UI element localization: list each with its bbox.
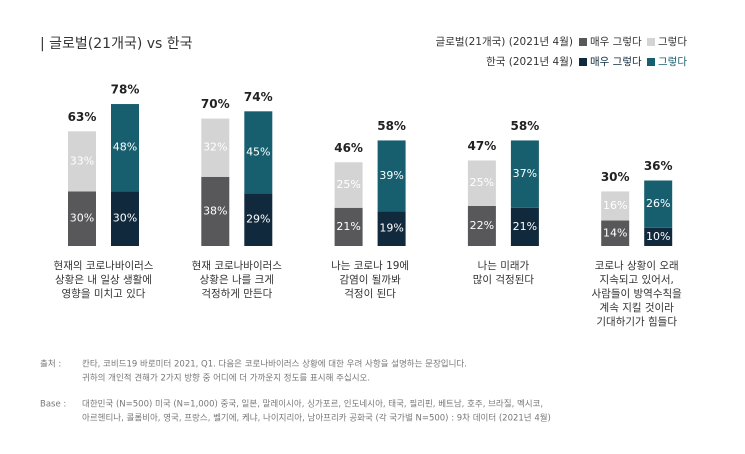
category-label: 많이 걱정된다 (473, 274, 535, 286)
category-label: 지속되고 있어서, (600, 274, 674, 286)
bar-segment (601, 191, 630, 221)
category-label: 코로나 상황이 오래 (595, 260, 679, 272)
category-label: 감염이 될까봐 (339, 274, 401, 286)
legend-swatch (579, 38, 587, 46)
total-label: 47% (468, 139, 497, 153)
category-label: 기대하기가 힘들다 (596, 315, 677, 328)
category-label: 걱정이 된다 (344, 288, 396, 300)
segment-label: 39% (379, 169, 403, 182)
segment-label: 33% (70, 154, 94, 167)
bar-segment (334, 162, 363, 208)
total-label: 30% (601, 170, 630, 184)
segment-label: 37% (513, 167, 537, 180)
total-label: 78% (111, 83, 140, 97)
bar-segment (201, 176, 230, 246)
segment-label: 21% (336, 220, 360, 233)
bar-segment (68, 131, 96, 192)
bar-segment (510, 140, 539, 208)
segment-label: 25% (470, 176, 494, 189)
bar-segment (377, 211, 406, 246)
category-label: 사람들이 방역수칙을 (592, 287, 683, 300)
segment-label: 48% (113, 141, 137, 154)
legend-label: 그렇다 (658, 55, 687, 68)
segment-label: 29% (246, 213, 270, 226)
legend-swatch (647, 58, 655, 66)
bar-segment (467, 160, 496, 206)
legend-label: 그렇다 (658, 35, 687, 48)
segment-label: 25% (336, 178, 360, 191)
total-label: 36% (644, 159, 673, 173)
segment-label: 45% (246, 145, 270, 158)
total-label: 58% (377, 119, 406, 133)
bar-segment (334, 207, 363, 246)
category-label: 영향을 미치고 있다 (62, 288, 146, 300)
category-label: 나는 미래가 (478, 260, 530, 272)
total-label: 63% (68, 110, 97, 124)
bar-segment (201, 118, 230, 177)
segment-label: 19% (379, 222, 403, 235)
source-label: 출처 : (40, 359, 61, 370)
segment-label: 16% (603, 199, 627, 212)
legend-label: 매우 그렇다 (590, 35, 642, 48)
segment-label: 10% (646, 230, 670, 243)
bar-segment (244, 193, 273, 246)
category-label: 상황은 내 일상 생활에 (55, 273, 152, 286)
source-line: 칸타, 코비드19 바로미터 2021, Q1. 다음은 코로나바이러스 상황에… (82, 359, 467, 370)
total-label: 58% (511, 119, 540, 133)
segment-label: 21% (513, 220, 537, 233)
category-label: 현재 코로나바이러스 (192, 260, 283, 272)
segment-label: 14% (603, 226, 627, 239)
base-label: Base : (40, 400, 66, 410)
category-label: 나는 코로나 19에 (331, 260, 409, 272)
category-label: 상황은 나를 크게 (200, 274, 274, 286)
total-label: 46% (334, 141, 363, 155)
segment-label: 26% (646, 197, 670, 210)
bar-segment (111, 191, 139, 246)
segment-label: 22% (470, 219, 494, 232)
legend-swatch (579, 58, 587, 66)
base-line: 대한민국 (N=500) 미국 (N=1,000) 중국, 일본, 말레이시아,… (82, 399, 543, 410)
bar-segment (644, 180, 673, 228)
segment-label: 30% (113, 212, 137, 225)
legend-group: 글로벌(21개국) (2021년 4월) (436, 36, 573, 48)
bar-segment (244, 111, 273, 194)
base-line: 아르헨티나, 콜롬비아, 영국, 프랑스, 벨기에, 케냐, 나이지리아, 남아… (82, 413, 551, 424)
legend-label: 매우 그렇다 (590, 55, 642, 68)
segment-label: 32% (203, 141, 227, 154)
category-label: 계속 지킬 것이라 (600, 301, 675, 314)
category-label: 현재의 코로나바이러스 (54, 260, 154, 272)
source-line: 귀하의 개인적 견해가 2가지 방향 중 어디에 더 가까운지 정도를 표시해 … (82, 373, 370, 384)
bar-segment (510, 207, 539, 246)
bar-segment (601, 220, 630, 246)
category-label: 걱정하게 만든다 (201, 287, 272, 300)
bar-segment (111, 104, 139, 192)
total-label: 70% (201, 97, 230, 111)
total-label: 74% (244, 90, 273, 104)
legend-group: 한국 (2021년 4월) (486, 56, 573, 68)
bar-segment (467, 205, 496, 246)
bar-segment (644, 227, 673, 246)
segment-label: 30% (70, 212, 94, 225)
bar-segment (68, 191, 96, 246)
segment-label: 38% (203, 204, 227, 217)
chart-title: | 글로벌(21개국) vs 한국 (40, 36, 193, 52)
bar-segment (377, 140, 406, 212)
legend-swatch (647, 38, 655, 46)
